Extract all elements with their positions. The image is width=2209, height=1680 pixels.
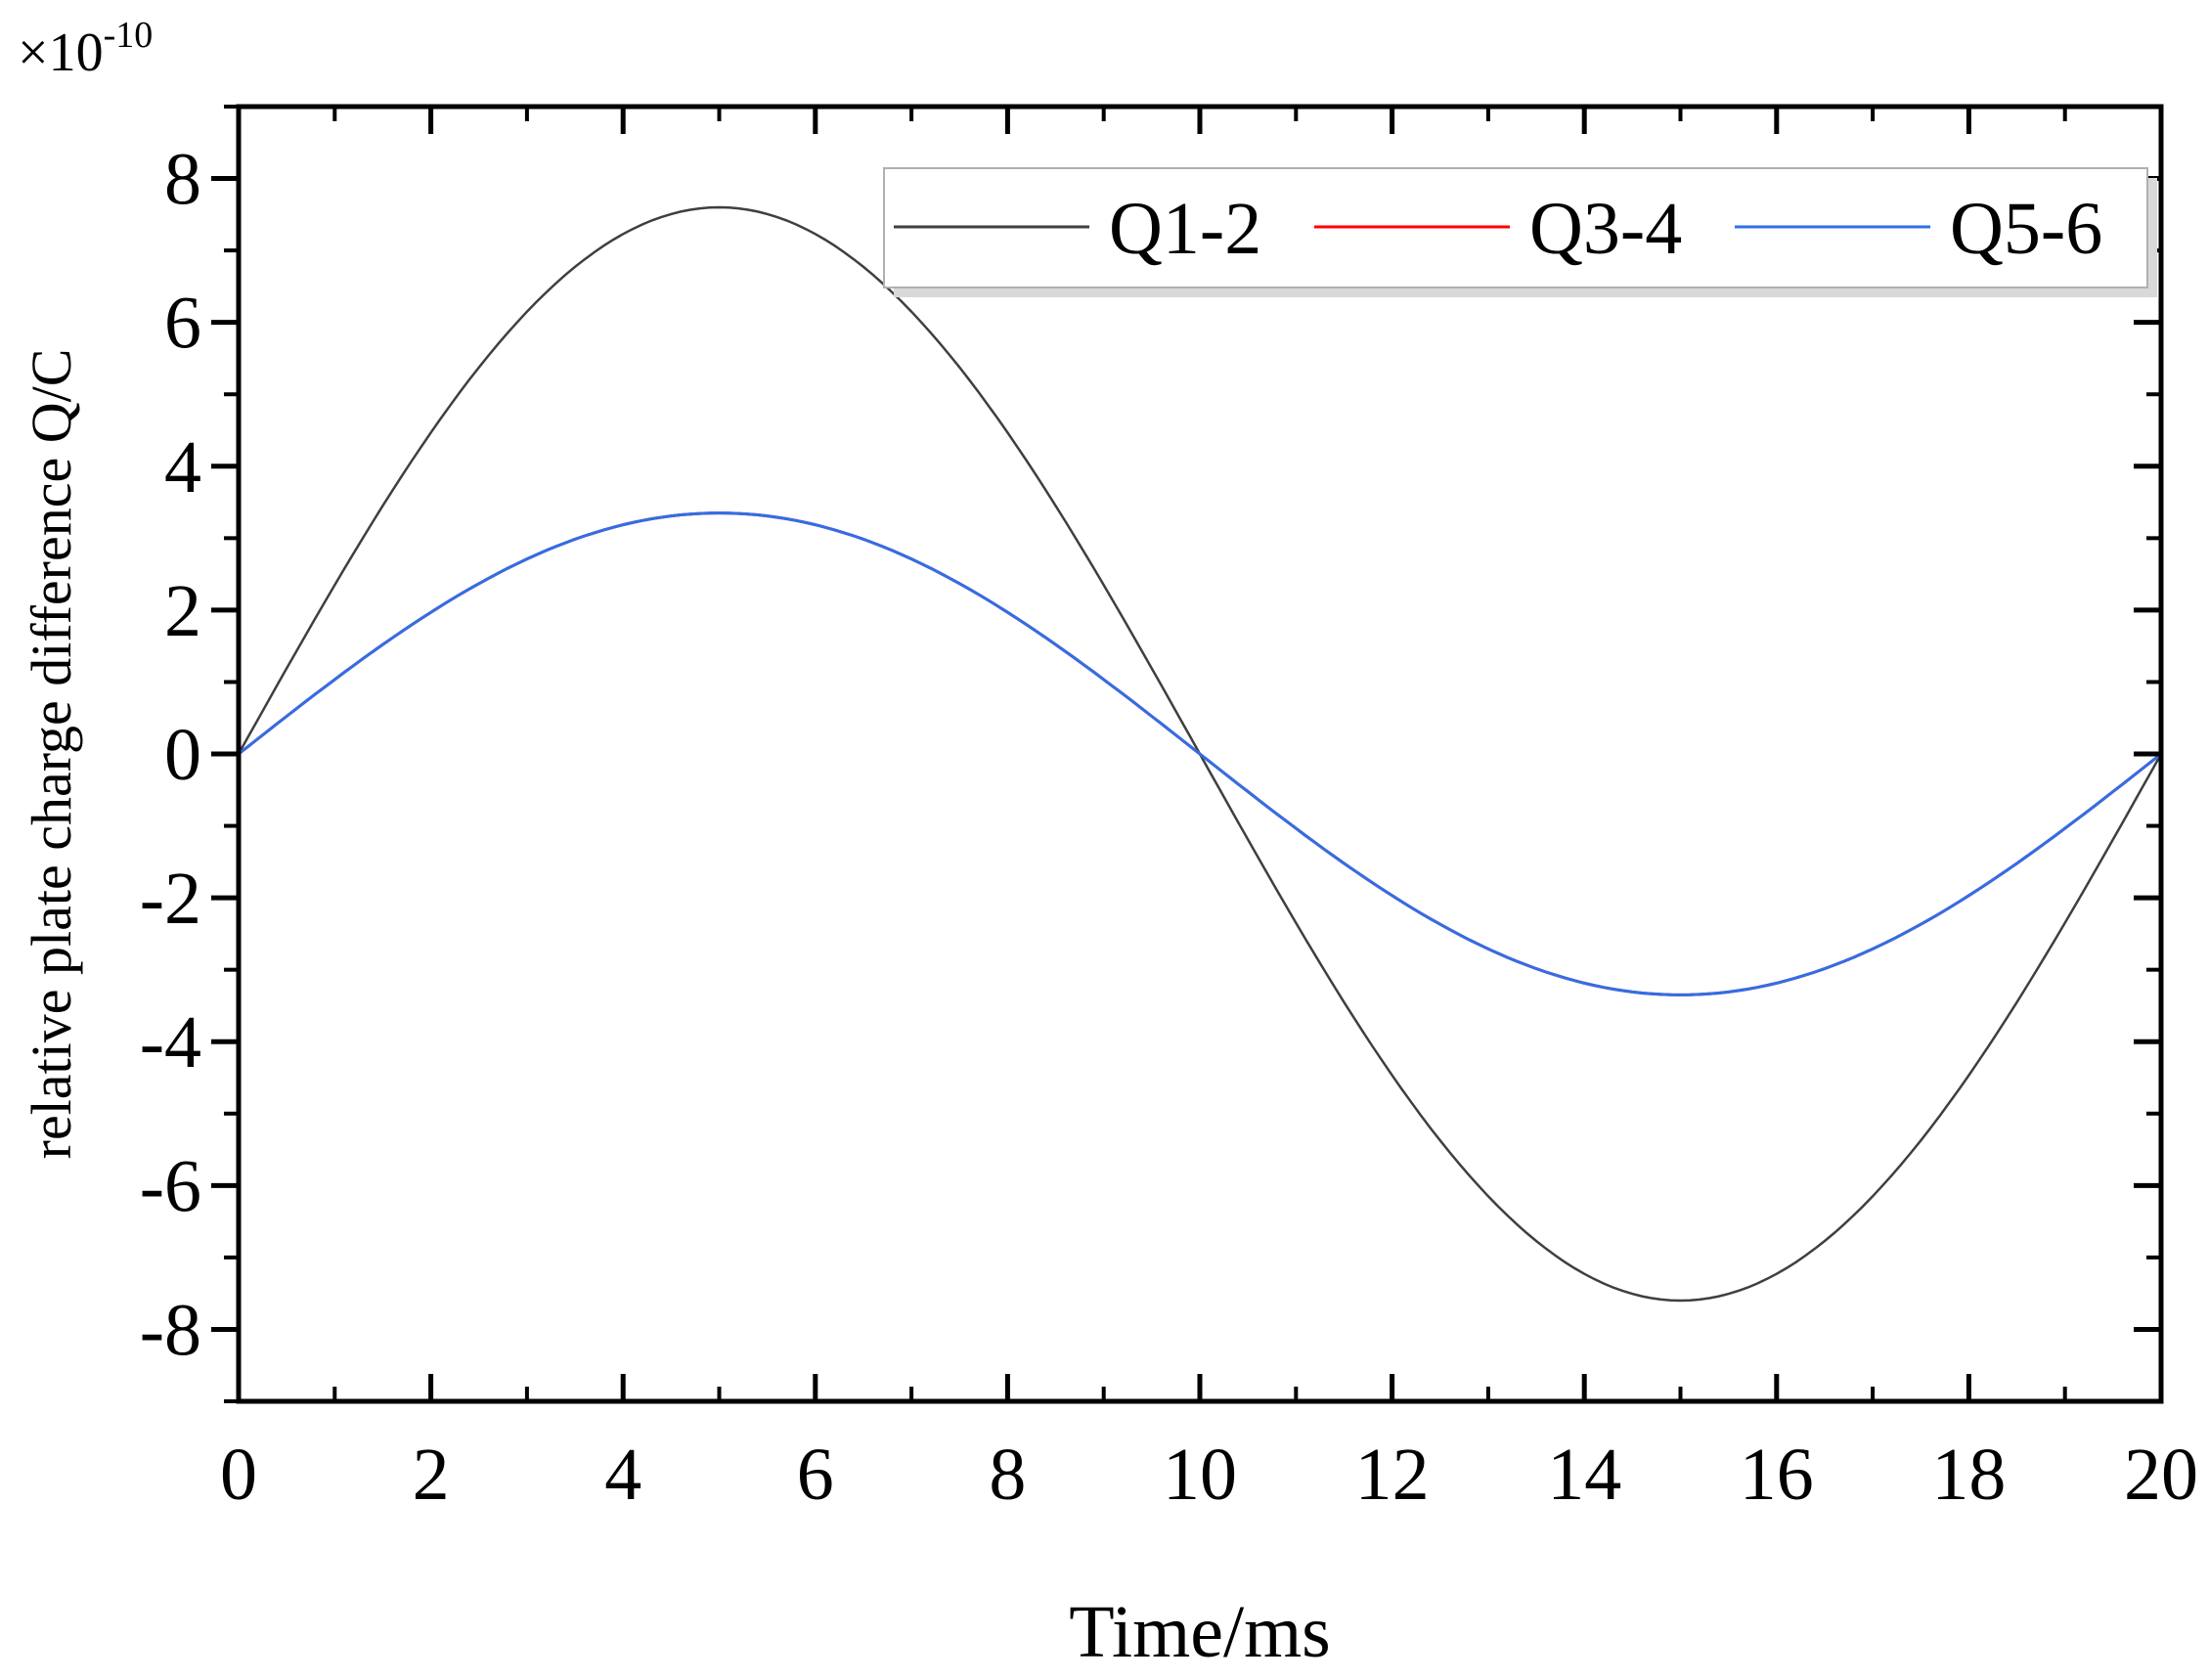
y-tick-label: 6: [164, 283, 201, 365]
x-tick-label: 2: [413, 1434, 450, 1516]
series-layer: [237, 205, 2163, 1303]
y-tick-label: -8: [140, 1289, 201, 1371]
x-tick-label: 10: [1163, 1434, 1237, 1516]
y-tick-label: -2: [140, 858, 201, 940]
y-multiplier-exponent: -10: [104, 15, 154, 56]
y-tick-label: 2: [164, 570, 201, 652]
legend-items: Q1-2 Q3-4 Q5-6: [894, 188, 2102, 270]
x-tick-label: 18: [1931, 1434, 2006, 1516]
legend-label-q1-2: Q1-2: [1109, 188, 1261, 270]
x-tick-label: 16: [1740, 1434, 1814, 1516]
y-tick-label: 0: [164, 714, 201, 796]
y-tick-label: -6: [140, 1145, 201, 1227]
x-axis-title: Time/ms: [1069, 1591, 1331, 1673]
x-tick-label: 4: [604, 1434, 641, 1516]
x-tick-label: 0: [220, 1434, 257, 1516]
series-line-q5-6: [238, 511, 2162, 996]
legend-label-q3-4: Q3-4: [1529, 188, 1682, 270]
legend-box: [883, 167, 2148, 288]
y-tick-label: -4: [140, 1001, 201, 1083]
y-tick-label: 8: [164, 139, 201, 221]
legend: Q1-2 Q3-4 Q5-6: [883, 167, 2157, 297]
x-tick-label: 14: [1547, 1434, 1621, 1516]
y-multiplier: ×10-10: [18, 15, 153, 83]
x-tick-label: 20: [2124, 1434, 2198, 1516]
x-tick-label: 12: [1355, 1434, 1430, 1516]
x-tick-label: 8: [989, 1434, 1026, 1516]
y-axis-title: relative plate charge difference Q/C: [20, 349, 83, 1160]
legend-label-q5-6: Q5-6: [1950, 188, 2102, 270]
y-tick-label: 4: [164, 426, 201, 508]
x-tick-label: 6: [797, 1434, 834, 1516]
